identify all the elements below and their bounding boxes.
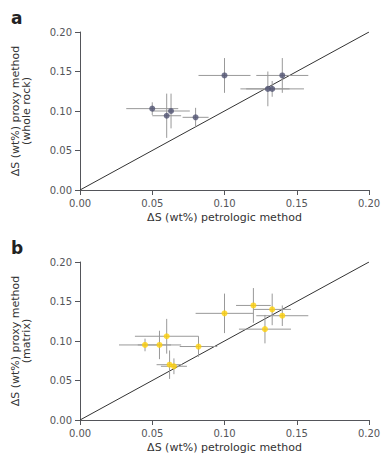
svg-text:0.00: 0.00 [50,185,72,196]
svg-text:0.20: 0.20 [358,198,380,209]
svg-text:0.00: 0.00 [69,428,91,439]
svg-text:0.20: 0.20 [50,27,72,38]
svg-text:0.15: 0.15 [286,428,308,439]
svg-text:0.10: 0.10 [50,106,72,117]
svg-text:0.10: 0.10 [213,428,235,439]
svg-text:0.05: 0.05 [141,198,163,209]
svg-text:0.15: 0.15 [286,198,308,209]
svg-text:b: b [11,238,23,258]
svg-text:(whole rock): (whole rock) [20,77,33,145]
svg-text:0.00: 0.00 [69,198,91,209]
svg-text:0.15: 0.15 [50,296,72,307]
svg-text:(matrix): (matrix) [20,319,33,363]
svg-text:ΔS (wt%) petrologic method: ΔS (wt%) petrologic method [147,211,302,224]
svg-text:0.00: 0.00 [50,415,72,426]
svg-text:ΔS (wt%) petrologic method: ΔS (wt%) petrologic method [147,441,302,454]
svg-text:ΔS (wt%) proxy method: ΔS (wt%) proxy method [9,45,22,177]
svg-text:0.05: 0.05 [50,145,72,156]
svg-text:a: a [11,8,22,28]
svg-text:0.20: 0.20 [50,257,72,268]
svg-text:0.20: 0.20 [358,428,380,439]
svg-text:0.05: 0.05 [141,428,163,439]
svg-text:ΔS (wt%) proxy method: ΔS (wt%) proxy method [9,275,22,407]
svg-text:0.05: 0.05 [50,375,72,386]
svg-text:0.10: 0.10 [50,336,72,347]
svg-text:0.10: 0.10 [213,198,235,209]
svg-text:0.15: 0.15 [50,66,72,77]
